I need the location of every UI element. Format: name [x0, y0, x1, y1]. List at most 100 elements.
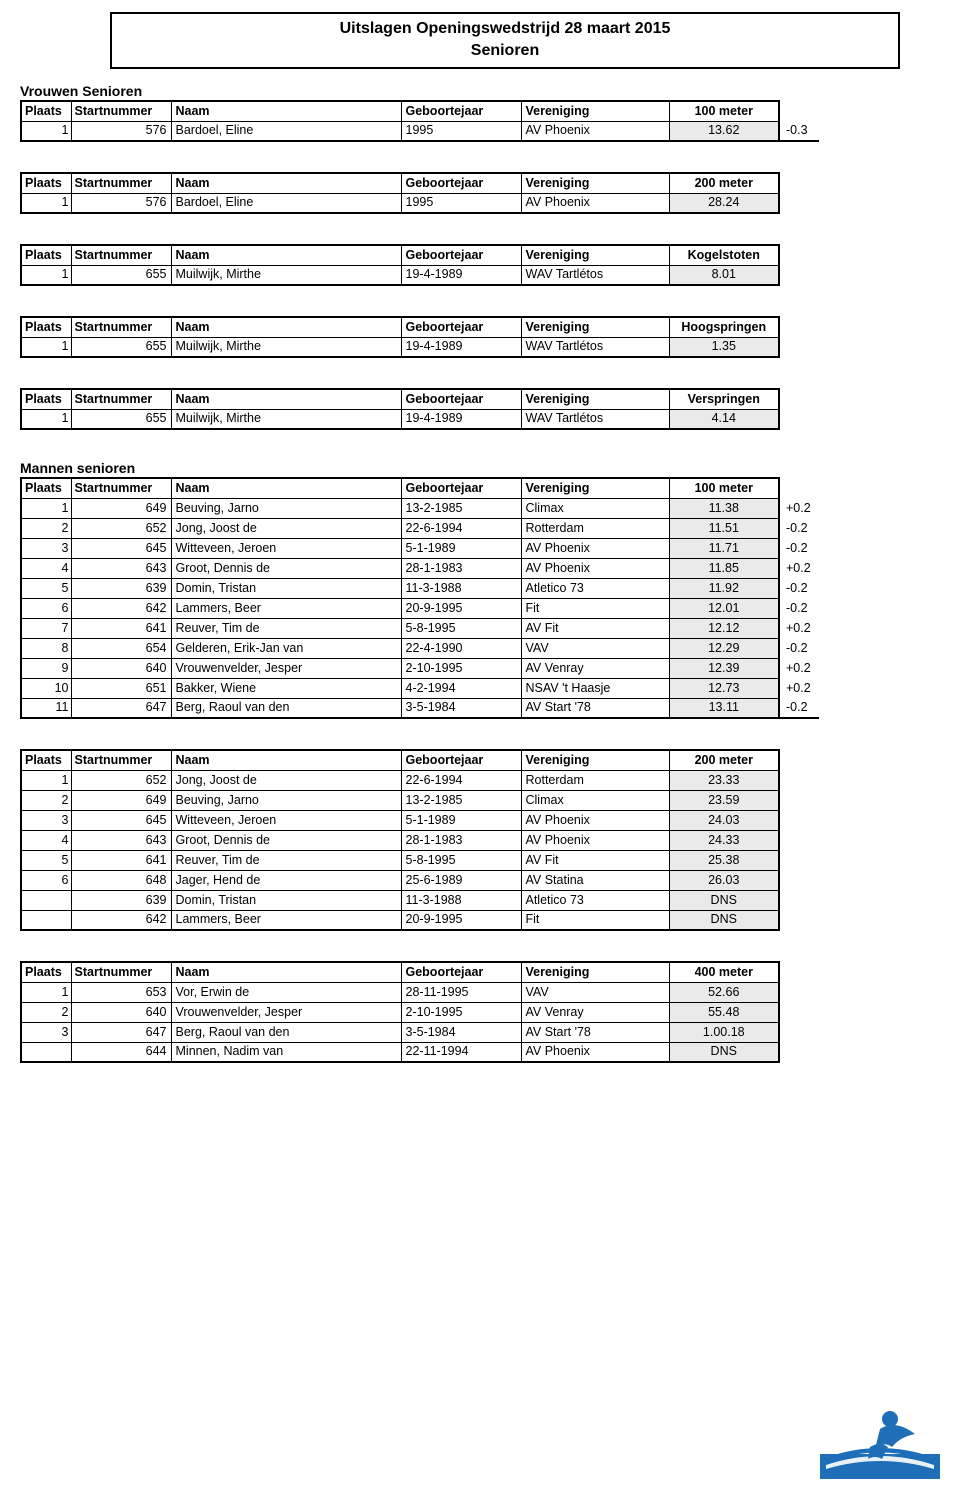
column-header: Geboortejaar — [401, 173, 521, 193]
table-cell: 11-3-1988 — [401, 890, 521, 910]
table-cell: Berg, Raoul van den — [171, 1022, 401, 1042]
wind-cell: -0.2 — [779, 538, 819, 558]
table-cell: 20-9-1995 — [401, 598, 521, 618]
column-header: 200 meter — [669, 750, 779, 770]
table-cell: 8 — [21, 638, 71, 658]
table-cell: 651 — [71, 678, 171, 698]
table-cell: AV Fit — [521, 850, 669, 870]
table-cell: 643 — [71, 558, 171, 578]
table-cell: 2 — [21, 790, 71, 810]
table-cell: 640 — [71, 1002, 171, 1022]
column-header: Vereniging — [521, 173, 669, 193]
results-table: PlaatsStartnummerNaamGeboortejaarVerenig… — [20, 244, 780, 286]
table-cell: AV Phoenix — [521, 538, 669, 558]
column-header: Plaats — [21, 101, 71, 121]
column-header: Naam — [171, 478, 401, 498]
table-cell: 1 — [21, 193, 71, 213]
table-cell: 4 — [21, 558, 71, 578]
table-cell: Groot, Dennis de — [171, 558, 401, 578]
table-cell: Minnen, Nadim van — [171, 1042, 401, 1062]
column-header: Startnummer — [71, 962, 171, 982]
table-cell: 19-4-1989 — [401, 409, 521, 429]
table-cell: Beuving, Jarno — [171, 498, 401, 518]
table-cell: Atletico 73 — [521, 890, 669, 910]
wind-cell: -0.2 — [779, 638, 819, 658]
table-cell: 9 — [21, 658, 71, 678]
table-cell: 23.33 — [669, 770, 779, 790]
table-cell: DNS — [669, 890, 779, 910]
table-cell: 644 — [71, 1042, 171, 1062]
column-header: 200 meter — [669, 173, 779, 193]
column-header: Geboortejaar — [401, 101, 521, 121]
column-header: Vereniging — [521, 101, 669, 121]
table-cell: 23.59 — [669, 790, 779, 810]
column-header: Geboortejaar — [401, 962, 521, 982]
table-cell: 12.29 — [669, 638, 779, 658]
table-cell: 11.92 — [669, 578, 779, 598]
table-cell: 642 — [71, 910, 171, 930]
table-cell: Jong, Joost de — [171, 518, 401, 538]
table-cell: NSAV 't Haasje — [521, 678, 669, 698]
table-cell: 11.38 — [669, 498, 779, 518]
table-cell: Lammers, Beer — [171, 598, 401, 618]
section-label-mannen: Mannen senioren — [20, 460, 940, 476]
column-header: Kogelstoten — [669, 245, 779, 265]
table-cell: 576 — [71, 121, 171, 141]
table-cell: 12.39 — [669, 658, 779, 678]
wind-cell: +0.2 — [779, 618, 819, 638]
column-header: Naam — [171, 245, 401, 265]
column-header: Naam — [171, 750, 401, 770]
table-cell: 641 — [71, 618, 171, 638]
table-cell: 2-10-1995 — [401, 658, 521, 678]
column-header: Vereniging — [521, 245, 669, 265]
table-cell: 5 — [21, 850, 71, 870]
results-table: PlaatsStartnummerNaamGeboortejaarVerenig… — [20, 477, 819, 719]
wind-cell: +0.2 — [779, 678, 819, 698]
column-header: Plaats — [21, 317, 71, 337]
table-cell: 645 — [71, 810, 171, 830]
table-cell: 3 — [21, 810, 71, 830]
table-cell: AV Phoenix — [521, 1042, 669, 1062]
table-cell: Muilwijk, Mirthe — [171, 409, 401, 429]
column-header: Vereniging — [521, 478, 669, 498]
table-cell: Fit — [521, 910, 669, 930]
table-cell: Witteveen, Jeroen — [171, 810, 401, 830]
column-header: Vereniging — [521, 962, 669, 982]
table-cell: 5-8-1995 — [401, 618, 521, 638]
table-cell: 1 — [21, 770, 71, 790]
table-cell: 22-6-1994 — [401, 518, 521, 538]
column-header: Startnummer — [71, 173, 171, 193]
table-cell — [21, 890, 71, 910]
column-header: Startnummer — [71, 101, 171, 121]
table-cell: 55.48 — [669, 1002, 779, 1022]
table-cell — [21, 1042, 71, 1062]
table-cell: 19-4-1989 — [401, 337, 521, 357]
table-cell: 1 — [21, 982, 71, 1002]
table-cell: 12.01 — [669, 598, 779, 618]
table-cell: Beuving, Jarno — [171, 790, 401, 810]
table-cell: AV Phoenix — [521, 558, 669, 578]
wind-cell: -0.2 — [779, 698, 819, 718]
column-header: Startnummer — [71, 317, 171, 337]
table-cell: 8.01 — [669, 265, 779, 285]
table-cell: 10 — [21, 678, 71, 698]
wind-cell: -0.3 — [779, 121, 819, 141]
table-cell: 1995 — [401, 121, 521, 141]
table-cell: Gelderen, Erik-Jan van — [171, 638, 401, 658]
table-cell: 3-5-1984 — [401, 698, 521, 718]
table-cell: Bakker, Wiene — [171, 678, 401, 698]
table-cell: Muilwijk, Mirthe — [171, 337, 401, 357]
column-header: Vereniging — [521, 389, 669, 409]
wind-cell: -0.2 — [779, 578, 819, 598]
table-cell: 652 — [71, 518, 171, 538]
table-cell: Jager, Hend de — [171, 870, 401, 890]
table-cell: 11-3-1988 — [401, 578, 521, 598]
table-cell: WAV Tartlétos — [521, 409, 669, 429]
table-cell: 2 — [21, 518, 71, 538]
table-cell: 11.85 — [669, 558, 779, 578]
column-header: Hoogspringen — [669, 317, 779, 337]
table-cell: 28-1-1983 — [401, 830, 521, 850]
table-cell: Vrouwenvelder, Jesper — [171, 658, 401, 678]
column-header: Verspringen — [669, 389, 779, 409]
table-cell: 26.03 — [669, 870, 779, 890]
